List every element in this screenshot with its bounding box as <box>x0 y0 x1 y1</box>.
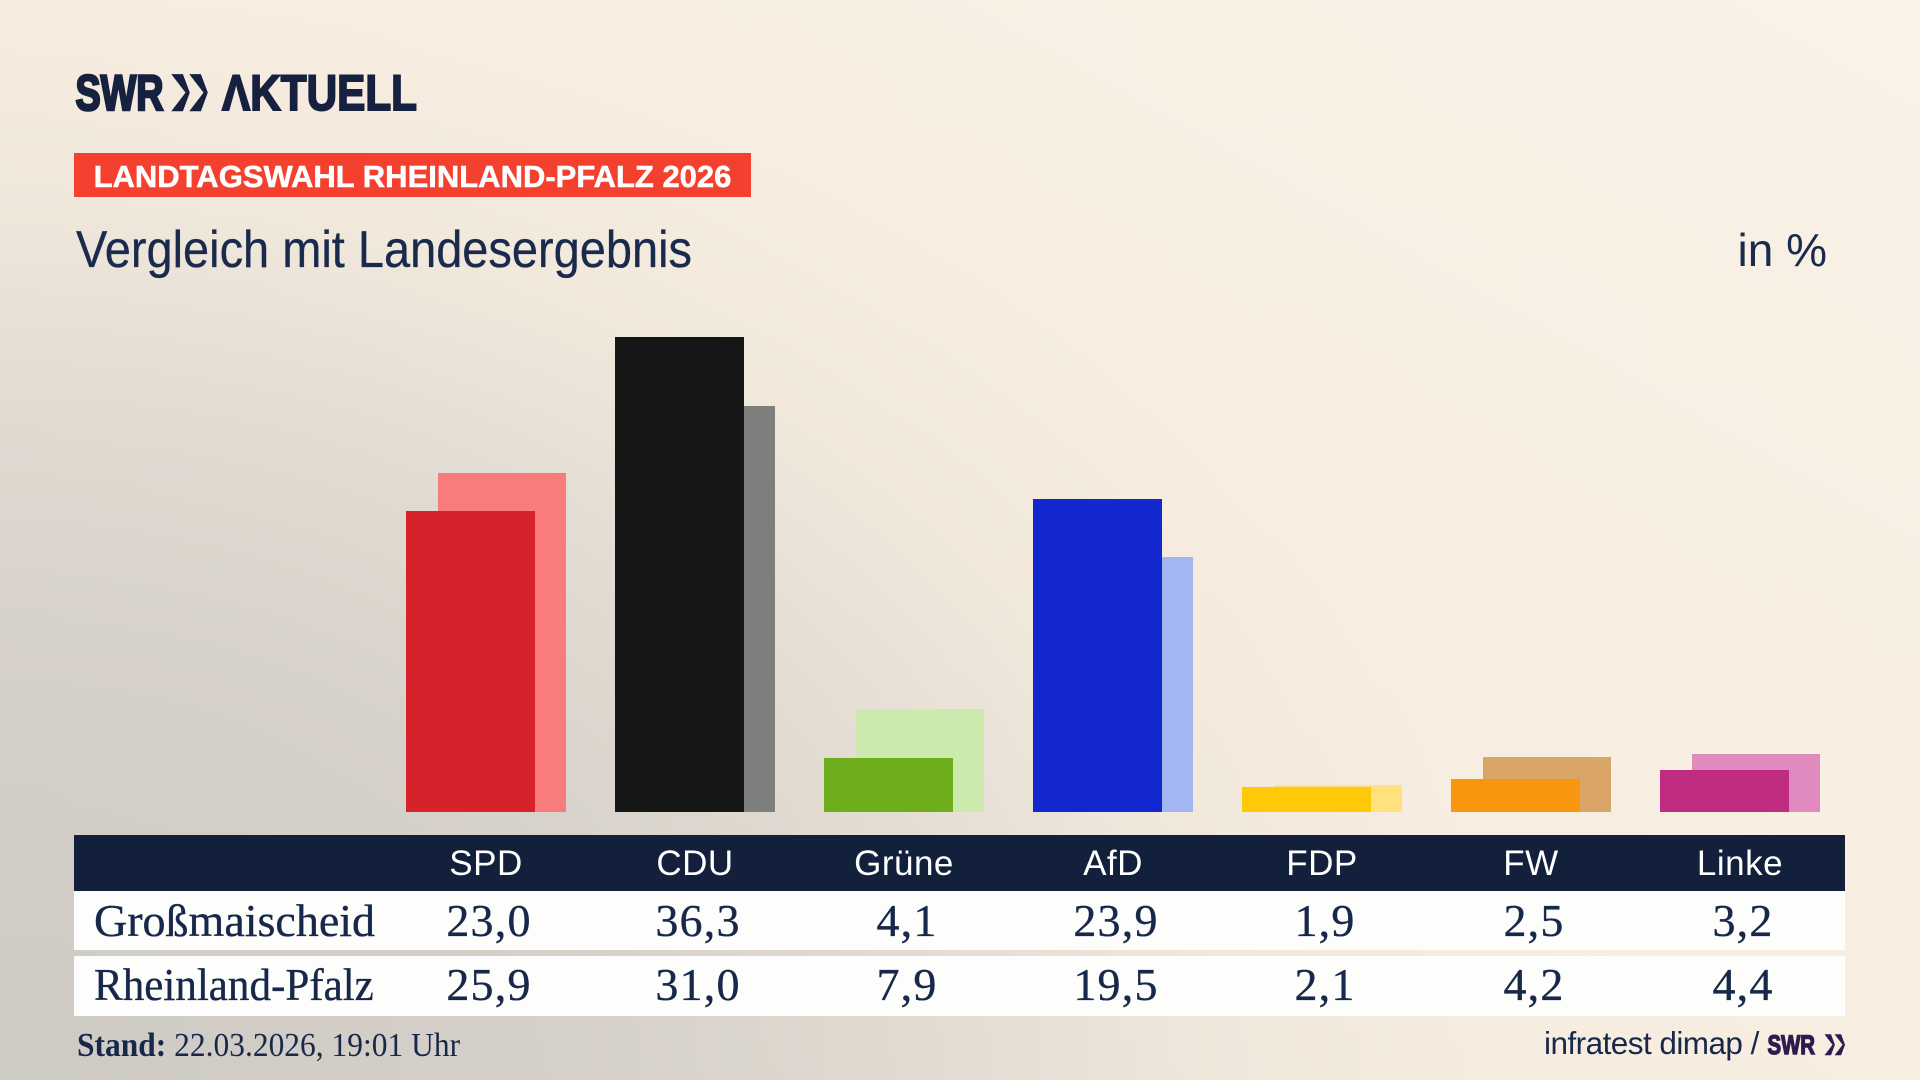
svg-text:SWR: SWR <box>76 65 164 121</box>
svg-text:SWR: SWR <box>1768 1034 1816 1057</box>
svg-text:ΛKTUELL: ΛKTUELL <box>222 65 417 121</box>
